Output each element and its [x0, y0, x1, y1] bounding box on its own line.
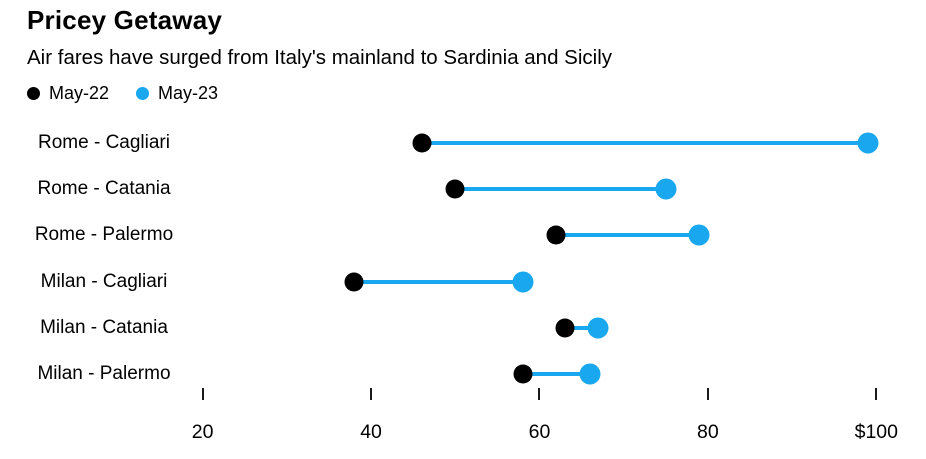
x-tick-label-40: 40	[360, 421, 382, 443]
legend: May-22 May-23	[27, 83, 218, 104]
dot-may-22-rome-catania	[445, 179, 465, 199]
connector-rome-catania	[455, 187, 666, 192]
legend-dot-may-23	[136, 87, 150, 100]
dot-may-23-rome-palermo	[688, 224, 710, 246]
dot-may-23-milan-cagliari	[512, 271, 534, 293]
dot-may-22-rome-cagliari	[412, 133, 432, 153]
dot-may-23-milan-catania	[587, 317, 609, 339]
x-tick-60	[538, 388, 541, 400]
dot-may-23-milan-palermo	[579, 363, 601, 385]
x-tick-20	[201, 388, 204, 400]
x-tick-80	[706, 388, 709, 400]
dot-may-22-milan-catania	[555, 318, 575, 338]
legend-item-may-23: May-23	[136, 83, 218, 104]
x-tick-label-80: 80	[697, 421, 719, 443]
dot-may-23-rome-cagliari	[857, 132, 879, 154]
connector-milan-cagliari	[354, 279, 523, 284]
x-tick-label-100: $100	[854, 421, 899, 443]
x-tick-label-20: 20	[191, 421, 214, 443]
category-label-milan-cagliari: Milan - Cagliari	[40, 270, 168, 292]
dot-may-22-milan-palermo	[513, 364, 533, 384]
connector-rome-cagliari	[421, 141, 868, 145]
category-label-milan-palermo: Milan - Palermo	[37, 363, 171, 384]
connector-rome-palermo	[556, 233, 700, 238]
connector-milan-catania	[564, 325, 599, 330]
category-label-rome-catania: Rome - Catania	[37, 178, 171, 200]
dot-may-22-rome-palermo	[546, 225, 566, 245]
dot-may-22-milan-cagliari	[344, 272, 364, 292]
chart-title: Pricey Getaway	[27, 5, 223, 35]
legend-dot-may-22	[27, 87, 40, 100]
legend-label-may-22: May-22	[49, 83, 110, 103]
chart-subtitle: Air fares have surged from Italy's mainl…	[27, 46, 613, 69]
x-tick-label-60: 60	[528, 421, 551, 443]
category-label-rome-cagliari: Rome - Cagliari	[38, 132, 170, 153]
dot-may-23-rome-catania	[655, 178, 677, 200]
category-label-milan-catania: Milan - Catania	[40, 316, 168, 338]
x-tick-100	[875, 388, 878, 400]
connector-milan-palermo	[522, 372, 590, 376]
legend-label-may-23: May-23	[158, 83, 219, 103]
x-tick-40	[370, 388, 373, 400]
category-label-rome-palermo: Rome - Palermo	[34, 224, 174, 246]
legend-item-may-22: May-22	[27, 83, 109, 104]
